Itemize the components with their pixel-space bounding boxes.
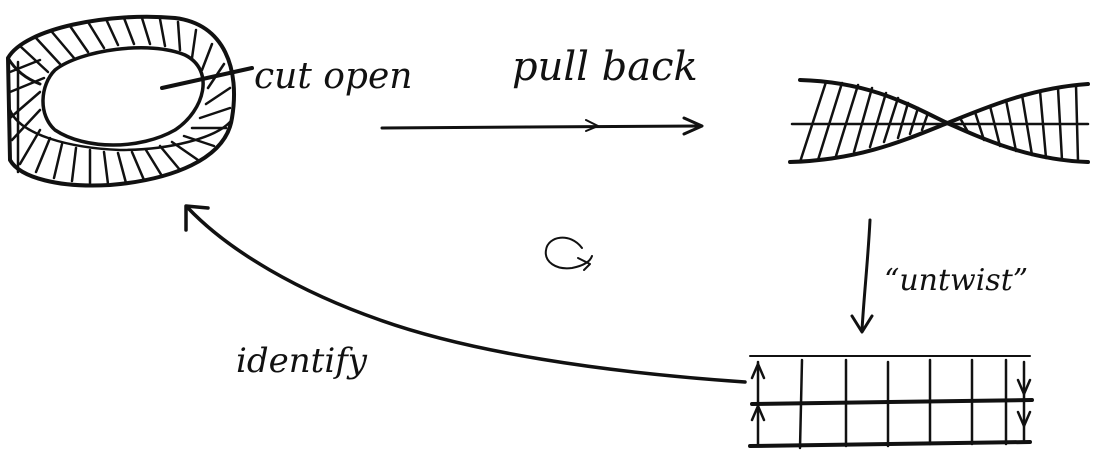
grid-right-down-arrows: [1016, 360, 1032, 442]
mobius-inner-edge: [41, 46, 205, 147]
label-identify: identify: [236, 341, 368, 381]
mobius-outer-edge: [6, 14, 237, 188]
mobius-band: [6, 14, 254, 188]
grid-bottom-edge: [748, 440, 1032, 448]
mobius-mid-line: [8, 108, 232, 152]
twisted-hatching: [798, 80, 1080, 164]
twisted-strip: [788, 78, 1090, 164]
mobius-cut-line: [160, 66, 254, 90]
grid-middle-edge: [750, 398, 1034, 406]
identify-arrow: [184, 204, 747, 384]
untwist-arrow: [850, 218, 874, 334]
flat-strip-grid: [748, 355, 1034, 450]
pull-back-arrow: [380, 116, 704, 136]
mobius-hatching: [8, 16, 232, 186]
cycle-arrow-icon: [544, 236, 593, 271]
label-pull-back: pull back: [512, 44, 698, 90]
label-untwist: “untwist”: [884, 263, 1028, 298]
grid-verticals: [798, 358, 1008, 450]
label-cut-open: cut open: [254, 56, 412, 97]
grid-left-up-arrows: [750, 360, 766, 448]
